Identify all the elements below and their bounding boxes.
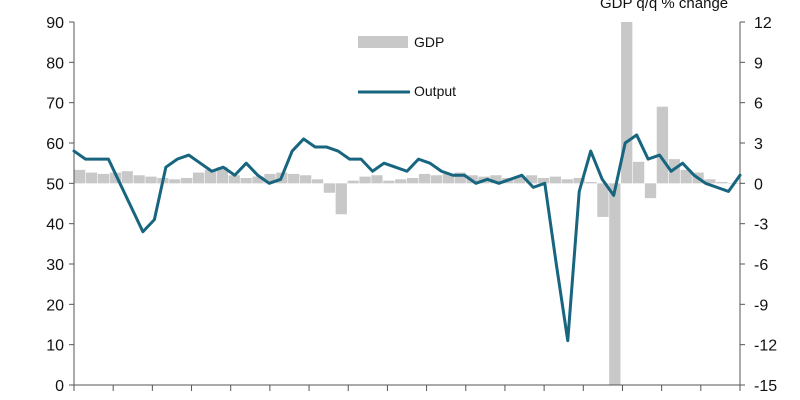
gdp-bar (133, 175, 145, 184)
gdp-bar (621, 22, 633, 184)
left-tick-label: 50 (46, 176, 64, 193)
gdp-bar (252, 176, 264, 184)
left-tick-label: 60 (46, 136, 64, 153)
gdp-bar (74, 169, 86, 184)
right-tick-label: -3 (754, 217, 768, 234)
right-axis-title: GDP q/q % change (600, 0, 728, 12)
output-line (72, 133, 742, 343)
legend: GDP Output (358, 34, 456, 99)
gdp-bar (359, 176, 371, 184)
gdp-bar (288, 173, 300, 184)
gdp-bar (299, 175, 312, 184)
gdp-bar (442, 173, 454, 184)
gdp-bar (585, 181, 597, 184)
gdp-bar (525, 175, 538, 184)
gdp-bar (383, 180, 395, 184)
legend-gdp-swatch (358, 36, 408, 48)
gdp-bar (109, 172, 121, 184)
gdp-bar (644, 183, 657, 199)
gdp-bar (347, 180, 359, 184)
gdp-bar (169, 179, 181, 184)
gdp-bar (632, 161, 645, 184)
gdp-bar (85, 172, 98, 184)
gdp-bar (454, 172, 466, 184)
gdp-bar (323, 183, 336, 193)
gdp-bar (311, 179, 324, 184)
gdp-bar (656, 106, 669, 184)
gdp-bar (704, 179, 716, 184)
right-tick-label: -12 (754, 338, 777, 355)
right-tick-label: -15 (754, 378, 777, 395)
gdp-bar (407, 177, 419, 184)
gdp-bar (514, 176, 526, 184)
right-y-axis: -15 -12 -9 -6 -3 0 3 6 9 12 (739, 15, 777, 395)
right-tick-label: -9 (754, 297, 768, 314)
x-axis (73, 384, 741, 391)
gdp-bar (490, 175, 502, 184)
right-tick-label: 6 (754, 96, 763, 113)
gdp-bar (240, 177, 252, 184)
gdp-bar (145, 176, 157, 184)
left-tick-label: 20 (46, 297, 64, 314)
gdp-bar (97, 173, 110, 184)
left-tick-label: 70 (46, 96, 64, 113)
gdp-bar (371, 175, 383, 184)
gdp-bar (573, 177, 585, 184)
gdp-bar (418, 173, 431, 184)
left-tick-label: 90 (46, 15, 64, 32)
gdp-bar (335, 183, 347, 215)
gdp-bar (216, 167, 228, 184)
legend-gdp-label: GDP (414, 34, 444, 50)
gdp-bar (121, 171, 133, 184)
gdp-bar (680, 169, 692, 184)
right-tick-label: 12 (754, 15, 772, 32)
gdp-bar (228, 175, 240, 184)
right-tick-label: 9 (754, 55, 763, 72)
left-tick-label: 40 (46, 217, 64, 234)
left-tick-label: 30 (46, 257, 64, 274)
gdp-bar (204, 169, 217, 184)
left-tick-label: 80 (46, 55, 64, 72)
gdp-bar (597, 183, 609, 217)
gdp-bar (181, 177, 193, 184)
gdp-bar (668, 159, 680, 184)
gdp-bar (561, 179, 573, 184)
gdp-bar (395, 179, 407, 184)
left-tick-label: 0 (55, 378, 64, 395)
gdp-bar (430, 175, 443, 184)
gdp-bar (609, 183, 621, 385)
gdp-bar (264, 173, 276, 184)
left-tick-label: 10 (46, 338, 64, 355)
left-y-axis: 0 10 20 30 40 50 60 70 80 90 (46, 15, 75, 395)
right-tick-label: 0 (754, 176, 763, 193)
right-tick-label: -6 (754, 257, 768, 274)
gdp-bar (549, 176, 561, 184)
gdp-bars (74, 22, 740, 385)
gdp-bar (716, 181, 728, 184)
gdp-bar (537, 177, 550, 184)
legend-output-label: Output (414, 83, 456, 99)
gdp-bar (192, 172, 205, 184)
right-tick-label: 3 (754, 136, 763, 153)
